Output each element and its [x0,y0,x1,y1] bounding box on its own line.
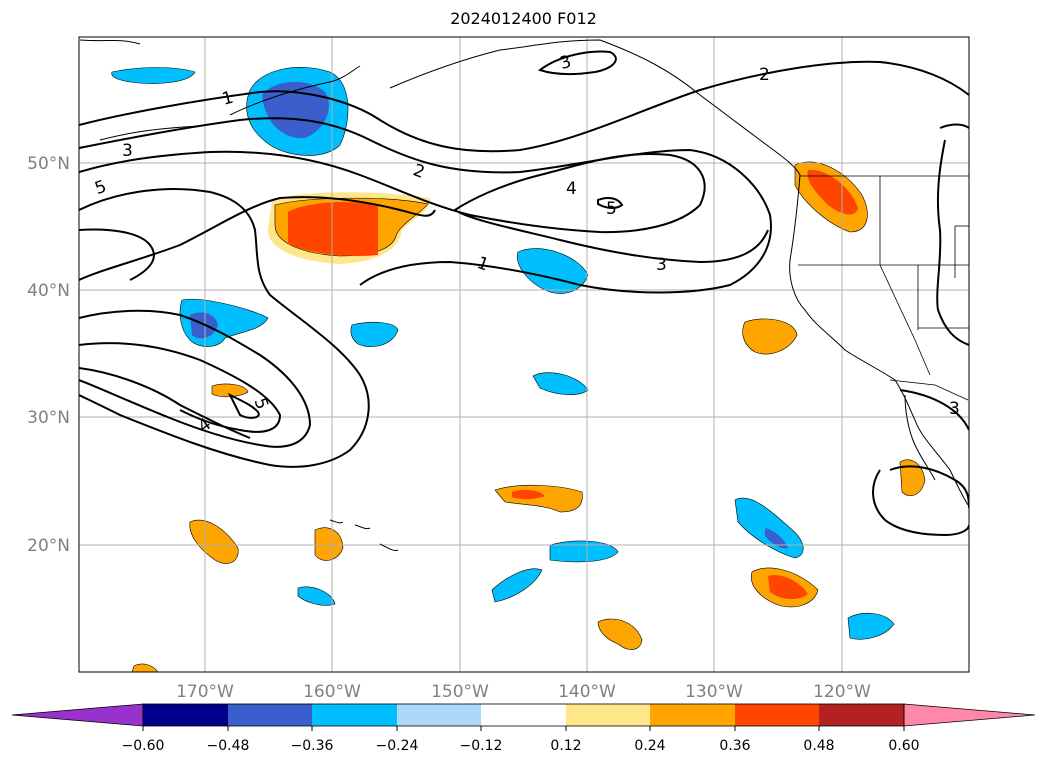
colorbar-segment [566,704,650,726]
colorbar-segment [312,704,397,726]
lon-label: 130°W [685,682,743,702]
map-title: 2024012400 F012 [450,9,597,28]
contour-label: 3 [122,141,133,161]
colorbar-segment [650,704,735,726]
colorbar-segment [228,704,312,726]
lon-label: 140°W [558,682,616,702]
lon-label: 150°W [431,682,489,702]
colorbar-label: −0.12 [460,738,503,754]
contour-label: 2 [759,65,770,85]
colorbar-label: 0.60 [888,738,919,754]
colorbar-segment [397,704,481,726]
lat-label: 20°N [27,536,70,556]
contour-label: 3 [558,52,574,74]
state-borders [798,175,969,401]
map-frame [78,36,970,673]
anomaly-shading [111,67,926,672]
lat-label: 50°N [27,154,70,174]
contour-label: 4 [566,179,577,199]
coastlines [79,39,969,551]
map-panel: 1 1 2 2 3 3 3 3 4 4 5 5 5 [79,37,969,672]
lon-label: 120°W [813,682,871,702]
contour-label: 1 [220,88,236,110]
colorbar-label: −0.24 [376,738,419,754]
lon-label: 170°W [176,682,234,702]
lat-label: 40°N [27,281,70,301]
latitude-labels: 50°N 40°N 30°N 20°N [27,154,70,556]
colorbar-segment [735,704,819,726]
colorbar-label: 0.24 [634,738,665,754]
gridlines [79,37,969,672]
colorbar: −0.60 −0.48 −0.36 −0.24 −0.12 0.12 0.24 … [11,703,1036,754]
colorbar-label: 0.36 [719,738,750,754]
lat-label: 30°N [27,408,70,428]
lon-label: 160°W [303,682,361,702]
contour-labels: 1 1 2 2 3 3 3 3 4 4 5 5 5 [92,52,960,437]
contour-label: 3 [656,255,667,275]
contour-label: 3 [949,399,960,419]
colorbar-extend-low [11,703,144,727]
contours [79,50,969,537]
colorbar-segment [143,704,228,726]
colorbar-label: 0.48 [803,738,834,754]
longitude-labels: 170°W 160°W 150°W 140°W 130°W 120°W [176,682,871,702]
colorbar-segment [481,704,566,726]
colorbar-label: −0.36 [291,738,334,754]
contour-label: 5 [606,199,617,219]
colorbar-extend-high [903,703,1036,727]
colorbar-label: −0.48 [207,738,250,754]
colorbar-label: 0.12 [550,738,581,754]
colorbar-segment [819,704,904,726]
colorbar-label: −0.60 [122,738,165,754]
